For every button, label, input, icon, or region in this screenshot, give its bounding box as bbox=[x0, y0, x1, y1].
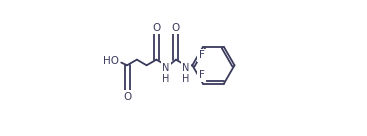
Text: F: F bbox=[199, 70, 204, 80]
Text: F: F bbox=[199, 50, 204, 60]
Text: O: O bbox=[172, 23, 180, 33]
Text: HO: HO bbox=[103, 56, 119, 66]
Text: N
H: N H bbox=[182, 63, 189, 84]
Text: O: O bbox=[123, 92, 131, 102]
Text: N
H: N H bbox=[163, 63, 170, 84]
Text: O: O bbox=[152, 23, 160, 33]
